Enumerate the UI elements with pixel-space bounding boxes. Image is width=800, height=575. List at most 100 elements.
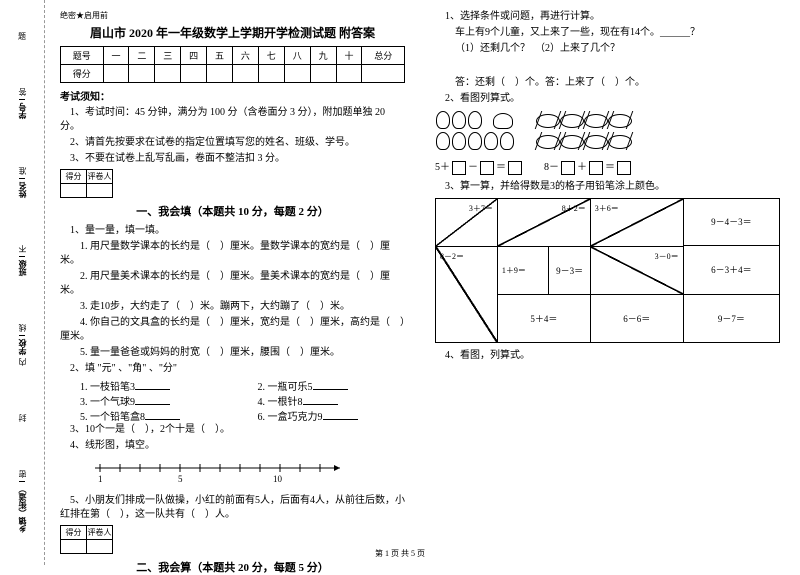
score-cell	[362, 65, 405, 83]
score-cell	[284, 65, 310, 83]
s2-q1-line: 车上有9个儿童，又上来了一些，现在有14个。______？	[435, 26, 780, 40]
cell-eq: 3＋7＝	[469, 203, 493, 214]
mini-cell	[87, 184, 113, 198]
score-cell: 总分	[362, 47, 405, 65]
score-cell	[181, 65, 207, 83]
cell-eq: 6－6＝	[623, 314, 650, 324]
page: 题 学号 答 姓名 准 班级 不 内 学校 线 封 乡镇（街道） 密	[0, 0, 800, 565]
grid-cell: 8＋2＝	[497, 198, 590, 246]
picture-row	[435, 111, 780, 153]
section-2-title: 二、我会算（本题共 20 分，每题 5 分）	[60, 559, 405, 575]
binding-label: 学校	[17, 339, 28, 355]
bug-icon	[584, 132, 606, 150]
score-table: 题号 一 二 三 四 五 六 七 八 九 十 总分 得分	[60, 46, 405, 83]
blank-square	[589, 161, 603, 175]
binding-line	[19, 99, 25, 100]
score-cell: 八	[284, 47, 310, 65]
score-cell: 一	[103, 47, 129, 65]
q2-item: 5. 一个铅笔盒8	[80, 408, 228, 423]
binding-item: 学号 答	[17, 88, 28, 119]
score-cell	[207, 65, 233, 83]
eq-text: 5＋	[435, 162, 450, 173]
binding-sub: 准	[17, 167, 28, 175]
q2: 2、填 "元" 、"角" 、"分"	[60, 362, 405, 376]
binding-label: 学号	[17, 103, 28, 119]
score-cell: 九	[310, 47, 336, 65]
nut-icon	[452, 132, 466, 150]
q2-item: 3. 一个气球9	[80, 393, 228, 408]
binding-line	[19, 481, 25, 482]
s2-q4: 4、看图，列算式。	[435, 349, 780, 363]
notice-item: 1、考试时间：45 分钟，满分为 100 分（含卷面分 3 分），附加题单独 2…	[60, 106, 405, 134]
q1-item: 4. 你自己的文具盒的长约是（ ）厘米，宽约是（ ）厘米，高约是（ ）厘米。	[60, 316, 405, 344]
binding-side-char: 题	[17, 32, 28, 40]
bugs-group	[535, 111, 631, 153]
score-cell: 二	[129, 47, 155, 65]
score-cell: 三	[155, 47, 181, 65]
cell-eq: 6－3＋4＝	[711, 263, 752, 276]
exam-title: 眉山市 2020 年一年级数学上学期开学检测试题 附答案	[60, 24, 405, 41]
mini-cell	[61, 184, 87, 198]
calc-grid: 3＋7＝ 8＋2＝ 3＋6＝ 9－4－3＝ 6－3＋4＝ 8－2＝ 1＋9＝ 9…	[435, 198, 780, 343]
q2-text: 6. 一盒巧克力9	[258, 412, 323, 423]
q1-item: 3. 走10步，大约走了（ ）米。蹦两下，大约蹦了（ ）米。	[60, 300, 405, 314]
cell-eq: 9－3＝	[556, 264, 583, 277]
score-cell: 七	[258, 47, 284, 65]
svg-text:1: 1	[98, 474, 103, 484]
eq2: 8－＋＝	[544, 158, 633, 175]
nut-icon	[500, 132, 514, 150]
left-column: 绝密★启用前 眉山市 2020 年一年级数学上学期开学检测试题 附答案 题号 一…	[60, 10, 405, 545]
blank-square	[480, 161, 494, 175]
binding-line	[19, 256, 25, 257]
q1-item: 5. 量一量爸爸或妈妈的肘宽（ ）厘米，腰围（ ）厘米。	[60, 346, 405, 360]
q1-line-text: 车上有9个儿童，又上来了一些，现在有14个。______？	[455, 27, 700, 38]
q2-item: 1. 一枝铅笔3	[80, 378, 228, 393]
blank	[303, 395, 338, 405]
binding-item: 班级 不	[17, 245, 28, 276]
score-cell	[155, 65, 181, 83]
binding-label: 班级	[17, 260, 28, 276]
equation-row: 5＋ － ＝ 8－＋＝	[435, 158, 780, 175]
eq-text: －	[468, 162, 478, 173]
score-cell: 十	[336, 47, 362, 65]
right-column: 1、选择条件或问题，再进行计算。 车上有9个儿童，又上来了一些，现在有14个。_…	[435, 10, 780, 545]
score-cell: 得分	[61, 65, 104, 83]
score-cell	[336, 65, 362, 83]
mouse-icon	[493, 113, 513, 129]
q2-col-right: 2. 一瓶可乐5 4. 一根针8 6. 一盒巧克力9	[258, 378, 406, 423]
content-area: 绝密★启用前 眉山市 2020 年一年级数学上学期开学检测试题 附答案 题号 一…	[45, 0, 800, 565]
grid-cell: 5＋4＝	[497, 294, 590, 342]
q5: 5、小朋友们排成一队做操，小红的前面有5人，后面有4人，从前往后数，小红排在第（…	[60, 494, 405, 522]
cell-eq: 9－4－3＝	[711, 215, 752, 228]
grid-cell: 3＋7＝	[436, 198, 498, 246]
score-cell	[103, 65, 129, 83]
cell-eq: 1＋9＝	[502, 265, 526, 276]
q1: 1、量一量，填一填。	[60, 224, 405, 238]
mini-cell: 得分	[61, 526, 87, 540]
score-cell: 四	[181, 47, 207, 65]
s2-q3: 3、算一算，并给得数是3的格子用铅笔涂上颜色。	[435, 180, 780, 194]
cell-eq: 3＋6＝	[595, 203, 619, 214]
binding-line	[19, 178, 25, 179]
q2-text: 3. 一个气球9	[80, 397, 135, 408]
binding-item: 内 学校 线	[17, 324, 28, 366]
cell-eq: 9－7＝	[718, 314, 745, 324]
score-value-row: 得分	[61, 65, 405, 83]
blank-square	[561, 161, 575, 175]
score-cell: 题号	[61, 47, 104, 65]
eq-text: ＝	[496, 162, 506, 173]
binding-sub: 内	[17, 358, 28, 366]
q4: 4、线形图，填空。	[60, 439, 405, 453]
binding-sub: 封	[17, 414, 28, 422]
score-cell	[129, 65, 155, 83]
nut-icon	[436, 132, 450, 150]
notice-item: 3、不要在试卷上乱写乱画，卷面不整洁扣 3 分。	[60, 152, 405, 166]
page-footer: 第 1 页 共 5 页	[0, 548, 800, 559]
bug-icon	[536, 111, 558, 129]
score-header-row: 题号 一 二 三 四 五 六 七 八 九 十 总分	[61, 47, 405, 65]
binding-item: 封	[17, 414, 28, 422]
score-cell: 六	[232, 47, 258, 65]
binding-label: 姓名	[17, 182, 28, 198]
nut-icon	[484, 132, 498, 150]
binding-sub: 答	[17, 88, 28, 96]
